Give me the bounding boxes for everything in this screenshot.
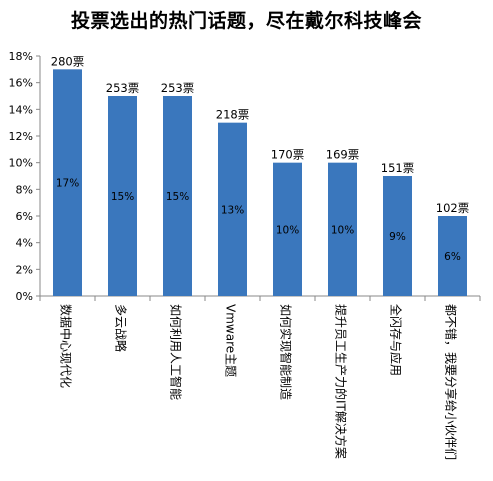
vote-label: 280票 [51, 54, 84, 68]
category-label: 如何实现智能制造 [279, 304, 294, 400]
y-tick-label: 12% [9, 130, 33, 143]
bar [328, 162, 357, 296]
percent-label: 6% [444, 251, 461, 263]
axes: 0% 2% 4% 6% 8% 10% 12% 14% 16% 18% [9, 50, 481, 303]
vote-label: 253票 [106, 81, 139, 95]
percent-label: 10% [331, 224, 354, 236]
y-tick-label: 0% [16, 290, 33, 303]
bar [218, 122, 247, 297]
vote-label: 169票 [326, 148, 359, 162]
category-label: 数据中心现代化 [59, 304, 74, 388]
chart-title: 投票选出的热门话题，尽在戴尔科技峰会 [70, 10, 422, 32]
category-label: 全闪存与应用 [389, 304, 404, 376]
bar [438, 216, 467, 296]
y-tick-label: 10% [9, 157, 33, 170]
y-tick-label: 14% [9, 103, 33, 116]
vote-label: 170票 [271, 148, 304, 162]
y-tick-label: 18% [9, 50, 33, 63]
percent-label: 17% [56, 178, 79, 190]
y-tick-label: 2% [16, 263, 33, 276]
bar [383, 176, 412, 296]
y-tick-label: 6% [16, 210, 33, 223]
percent-label: 13% [221, 204, 244, 216]
category-label: 如何利用人工智能 [169, 304, 184, 400]
percent-label: 10% [276, 224, 299, 236]
bar [163, 96, 192, 296]
category-label: Vmware主题 [224, 304, 238, 377]
bar [273, 162, 302, 296]
labels: 280票 17% 数据中心现代化 253票 15% 多云战略 253票 15% 如何利用人工智能… [51, 54, 469, 460]
bar [108, 96, 137, 296]
vote-label: 253票 [161, 81, 194, 95]
y-tick-label: 16% [9, 77, 33, 90]
vote-label: 218票 [216, 108, 249, 122]
percent-label: 9% [389, 231, 406, 243]
category-label: 都不错，我要分享给小伙伴们 [444, 304, 459, 460]
y-tick-label: 8% [16, 183, 33, 196]
vote-label: 151票 [381, 161, 414, 175]
y-tick-label: 4% [16, 237, 33, 250]
bar [53, 69, 82, 296]
category-label: 多云战略 [114, 304, 129, 352]
category-label: 提升员工生产力的IT解决方案 [334, 304, 349, 459]
bars [53, 69, 467, 297]
percent-label: 15% [166, 191, 189, 203]
vote-label: 102票 [436, 201, 469, 215]
percent-label: 15% [111, 191, 134, 203]
